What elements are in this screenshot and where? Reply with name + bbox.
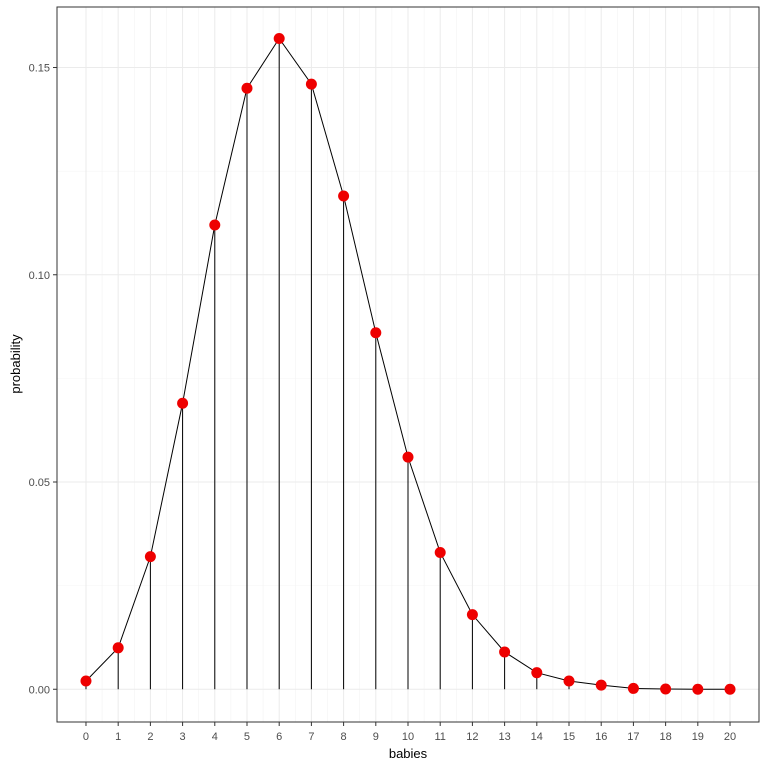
probability-point (531, 667, 543, 679)
x-tick-label: 7 (308, 731, 314, 743)
x-tick-label: 2 (147, 731, 153, 743)
x-tick-label: 17 (627, 731, 639, 743)
probability-point (434, 546, 446, 558)
probability-point (402, 451, 414, 463)
probability-point (692, 683, 704, 695)
x-tick-label: 13 (498, 731, 510, 743)
probability-point (273, 33, 285, 45)
x-tick-label: 0 (83, 731, 89, 743)
x-tick-label: 12 (466, 731, 478, 743)
x-tick-label: 8 (341, 731, 347, 743)
probability-point (338, 190, 350, 202)
x-axis-title: babies (389, 746, 428, 761)
x-tick-label: 1 (115, 731, 121, 743)
x-tick-label: 4 (212, 731, 218, 743)
x-tick-label: 15 (563, 731, 575, 743)
probability-point (144, 551, 156, 563)
y-tick-label: 0.10 (29, 270, 50, 282)
x-tick-label: 5 (244, 731, 250, 743)
x-tick-label: 9 (373, 731, 379, 743)
x-tick-label: 18 (659, 731, 671, 743)
probability-point (177, 397, 189, 409)
probability-point (499, 646, 511, 658)
minor-gridlines (57, 7, 759, 722)
probability-segments (85, 38, 699, 690)
probability-point (80, 675, 92, 687)
y-tick-label: 0.00 (29, 684, 50, 696)
probability-point (305, 78, 317, 90)
y-axis-ticks: 0.00 0.05 0.10 0.15 (29, 63, 57, 696)
y-tick-label: 0.15 (29, 63, 50, 75)
x-tick-label: 6 (276, 731, 282, 743)
x-tick-label: 3 (180, 731, 186, 743)
probability-point (466, 609, 478, 621)
y-tick-label: 0.05 (29, 477, 50, 489)
probability-point (370, 327, 382, 339)
probability-point (209, 219, 221, 231)
probability-point (563, 675, 575, 687)
x-tick-label: 11 (434, 731, 445, 743)
x-tick-label: 14 (531, 731, 543, 743)
probability-point (627, 682, 639, 694)
x-tick-label: 16 (595, 731, 607, 743)
x-axis-ticks: 0 1 2 3 4 5 6 7 8 9 10 11 12 13 14 15 16 17 18 19 20 (83, 722, 736, 743)
y-axis-title: probability (8, 334, 23, 394)
x-tick-label: 19 (692, 731, 704, 743)
probability-points (80, 33, 736, 695)
probability-point (595, 679, 607, 691)
probability-point (660, 683, 672, 695)
x-tick-label: 20 (724, 731, 736, 743)
probability-point (724, 683, 736, 695)
probability-point (112, 642, 124, 654)
x-tick-label: 10 (402, 731, 414, 743)
probability-point (241, 82, 253, 94)
